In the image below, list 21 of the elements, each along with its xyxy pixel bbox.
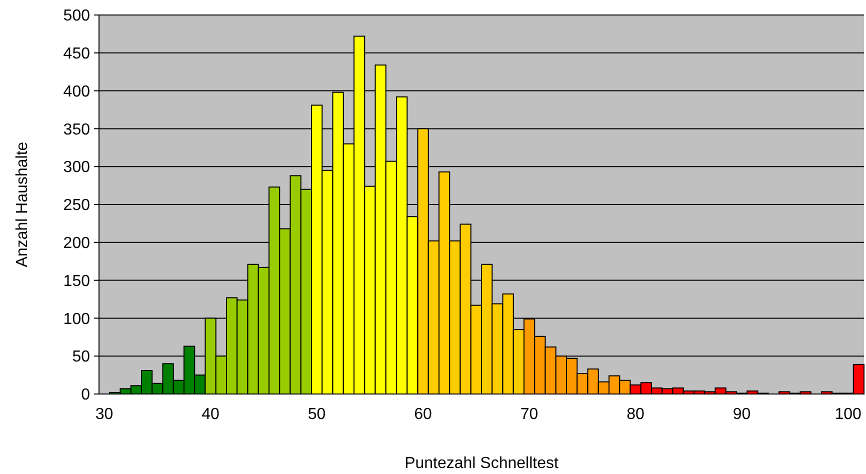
x-axis-title: Puntezahl Schnelltest (404, 455, 559, 472)
y-tick-label: 350 (63, 121, 90, 138)
x-tick-label: 60 (414, 406, 432, 423)
x-tick-label: 50 (308, 406, 326, 423)
x-tick-label: 70 (520, 406, 538, 423)
x-tick-label: 80 (626, 406, 645, 423)
y-tick-label: 100 (63, 310, 90, 328)
y-tick-label: 500 (63, 8, 90, 25)
y-tick-label: 0 (81, 386, 90, 404)
x-tick-label: 30 (95, 406, 114, 423)
y-tick-label: 400 (63, 83, 90, 100)
y-tick-label: 50 (72, 348, 90, 366)
y-tick-label: 150 (63, 272, 90, 290)
x-tick-label: 90 (732, 406, 751, 423)
y-tick-label: 450 (63, 46, 90, 62)
y-axis-title: Anzahl Haushalte (14, 142, 31, 268)
x-tick-label: 100 (834, 406, 862, 423)
x-tick-label: 40 (202, 406, 220, 423)
y-tick-label: 200 (63, 235, 90, 252)
y-tick-label: 250 (63, 197, 90, 214)
y-tick-label: 300 (63, 159, 90, 176)
